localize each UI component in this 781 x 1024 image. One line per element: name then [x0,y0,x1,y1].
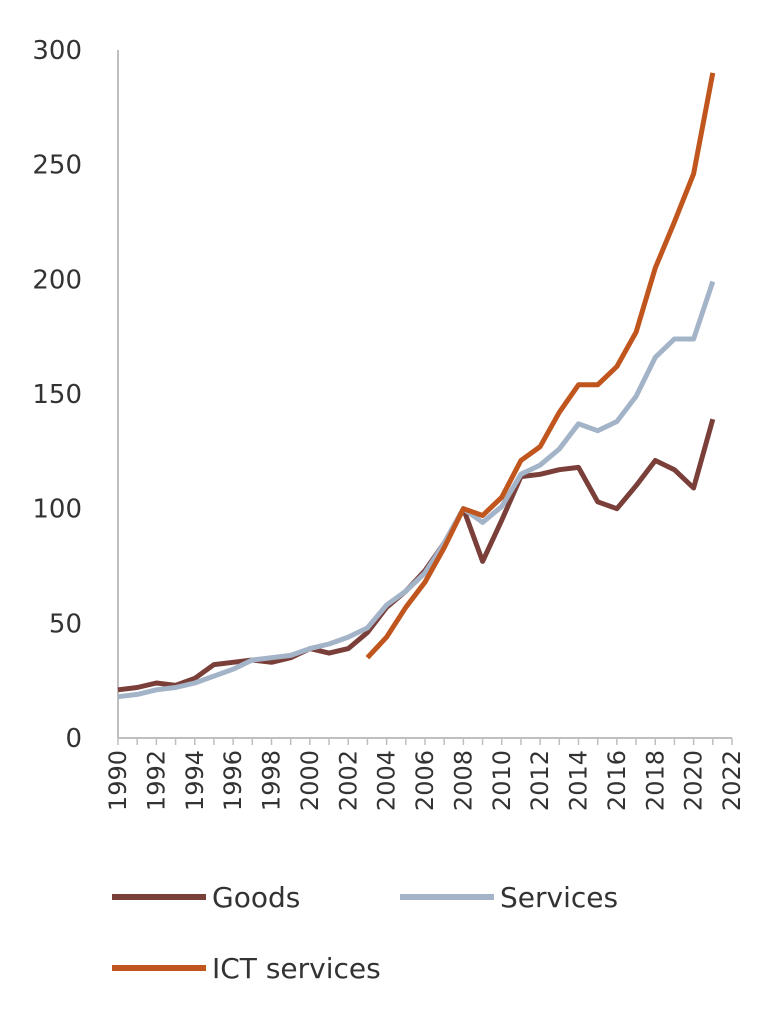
x-tick-label: 2008 [449,750,477,811]
y-tick-label: 150 [32,380,82,410]
x-tick-label: 2014 [565,750,593,811]
x-tick-label: 1998 [258,750,286,811]
y-tick-label: 0 [65,724,82,754]
x-tick-label: 2020 [680,750,708,811]
x-tick-label: 2006 [411,750,439,811]
x-tick-label: 2010 [488,750,516,811]
y-axis: 0 50 100 150 200 250 300 [32,36,119,754]
x-tick-label: 1996 [219,750,247,811]
x-tick-label: 2012 [526,750,554,811]
legend-label-services: Services [500,881,618,914]
x-tick-label: 2018 [641,750,669,811]
x-tick-label: 2004 [373,750,401,811]
series-line-ict-services [365,72,716,660]
series-lines [117,72,716,700]
x-tick-label: 2016 [603,750,631,811]
legend: Goods Services ICT services [112,881,618,985]
y-tick-label: 200 [32,265,82,295]
y-tick-label: 50 [49,609,82,639]
y-tick-label: 100 [32,495,82,525]
x-tick-label: 2000 [296,750,324,811]
y-tick-label: 250 [32,151,82,181]
x-tick-label: 1994 [181,750,209,811]
x-axis: 1990 1992 1994 1996 1998 2000 2002 2004 2006 2008… [104,737,746,811]
x-tick-label: 2002 [334,750,362,811]
x-tick-label: 1990 [104,750,132,811]
x-tick-label: 1992 [142,750,170,811]
y-tick-label: 300 [32,36,82,66]
legend-label-goods: Goods [212,881,300,914]
x-tick-label: 2022 [718,750,746,811]
series-line-goods [117,418,716,693]
legend-label-ict-services: ICT services [212,952,381,985]
series-line-services [117,280,716,700]
